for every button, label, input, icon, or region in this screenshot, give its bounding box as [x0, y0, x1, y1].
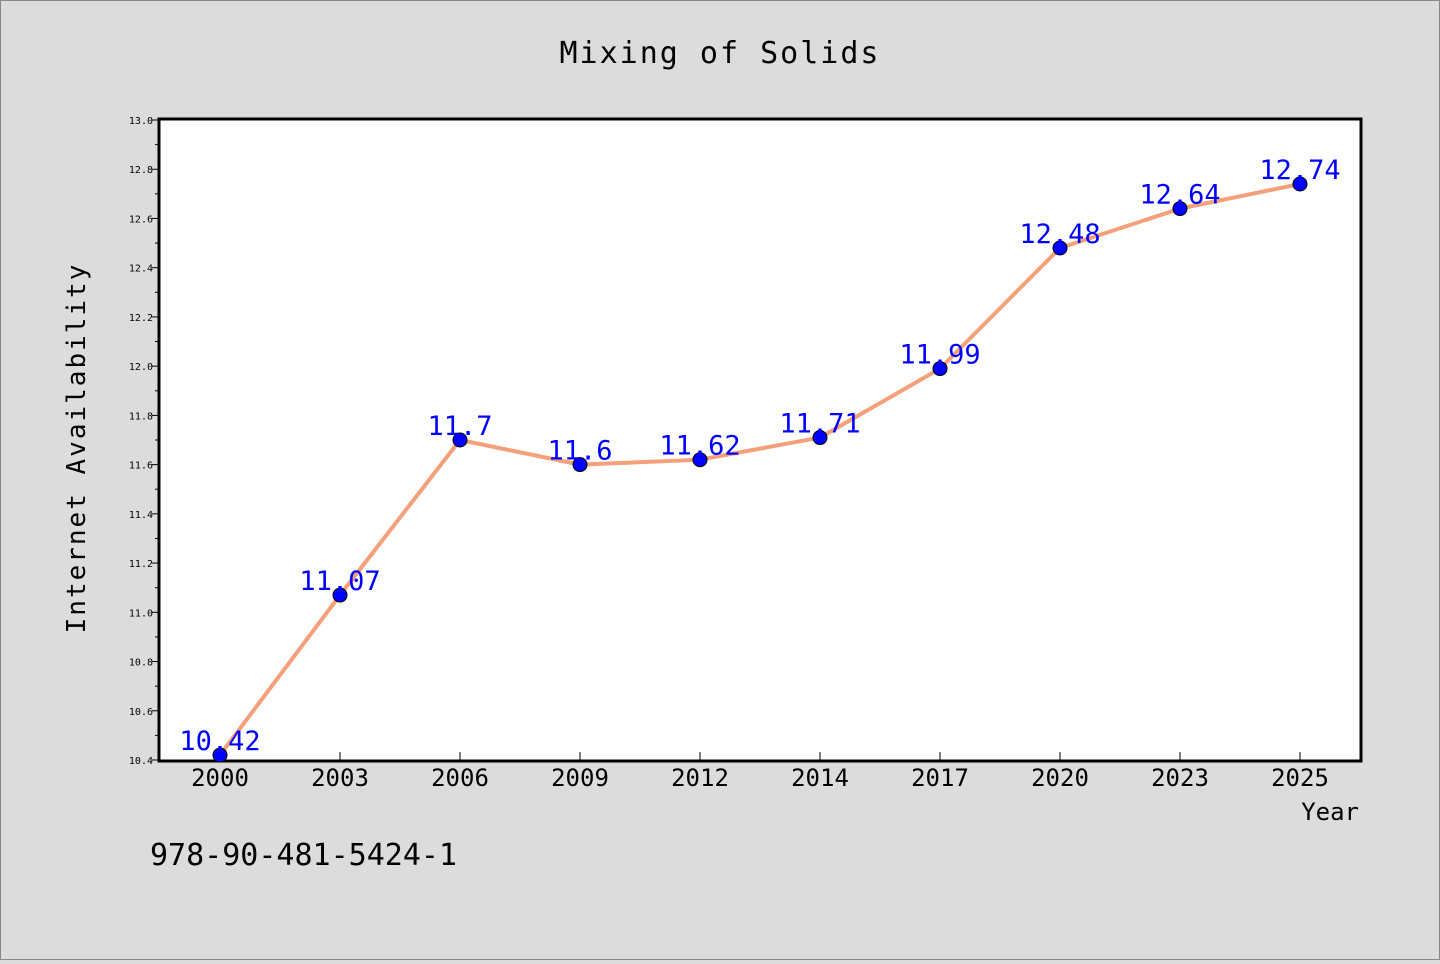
y-tick-label: 11.0: [129, 608, 153, 619]
data-point: [812, 430, 828, 446]
y-tick-label: 13.0: [129, 116, 153, 127]
y-tick-label: 12.4: [129, 264, 153, 275]
y-tick-label: 11.4: [129, 510, 153, 521]
series-layer: 10.42 11.07 11.7 11.6 11.62 11.71 11.99 12.48 12…: [179, 155, 1341, 763]
data-point: [332, 587, 348, 603]
y-axis-label: Internet Availability: [62, 263, 92, 634]
x-axis-label: Year: [1301, 798, 1359, 826]
data-label: 12.74: [1259, 155, 1340, 186]
x-tick-label: 2009: [551, 764, 609, 792]
data-label: 10.42: [179, 726, 260, 757]
data-label: 11.99: [899, 340, 980, 371]
y-tick-label: 11.6: [129, 461, 153, 472]
data-point: [572, 457, 588, 473]
y-tick-label: 12.8: [129, 165, 153, 176]
y-tick-label: 12.2: [129, 313, 153, 324]
x-tick-label: 2023: [1151, 764, 1209, 792]
x-tick-label: 2025: [1271, 764, 1329, 792]
data-point: [452, 432, 468, 448]
data-point: [1172, 201, 1188, 217]
data-label: 11.7: [427, 411, 492, 442]
data-label: 11.62: [659, 431, 740, 462]
data-point: [212, 747, 228, 763]
data-point: [1052, 240, 1068, 256]
y-tick-label: 10.6: [129, 707, 153, 718]
x-tick-label: 2017: [911, 764, 969, 792]
data-point: [1292, 176, 1308, 192]
y-tick-label: 10.4: [129, 756, 153, 767]
data-label: 12.48: [1019, 219, 1100, 250]
x-tick-label: 2006: [431, 764, 489, 792]
x-tick-label: 2000: [191, 764, 249, 792]
series-line: [218, 182, 1302, 758]
data-point: [932, 361, 948, 377]
data-point: [692, 452, 708, 468]
data-label: 11.07: [299, 566, 380, 597]
chart-title: Mixing of Solids: [560, 36, 881, 71]
x-tick-label: 2020: [1031, 764, 1089, 792]
isbn-annotation: 978-90-481-5424-1: [150, 838, 457, 873]
data-label: 11.71: [779, 409, 860, 440]
x-tick-label: 2012: [671, 764, 729, 792]
y-tick-label: 10.8: [129, 658, 153, 669]
data-label: 11.6: [547, 436, 612, 467]
y-tick-label: 12.6: [129, 214, 153, 225]
x-tick-label: 2003: [311, 764, 369, 792]
x-axis: 2000 2003 2006 2009 2012 2014 2017 2020 2023 2025: [191, 752, 1329, 792]
y-tick-label: 11.2: [129, 559, 153, 570]
y-tick-label: 12.0: [129, 362, 153, 373]
y-tick-label: 11.8: [129, 411, 153, 422]
data-label: 12.64: [1139, 180, 1220, 211]
plot-area: [157, 117, 1363, 763]
y-axis: 10.4 10.6 10.8 11.0 11.2 11.4 11.6 11.8 12.0 12.2…: [129, 116, 160, 767]
x-tick-label: 2014: [791, 764, 849, 792]
